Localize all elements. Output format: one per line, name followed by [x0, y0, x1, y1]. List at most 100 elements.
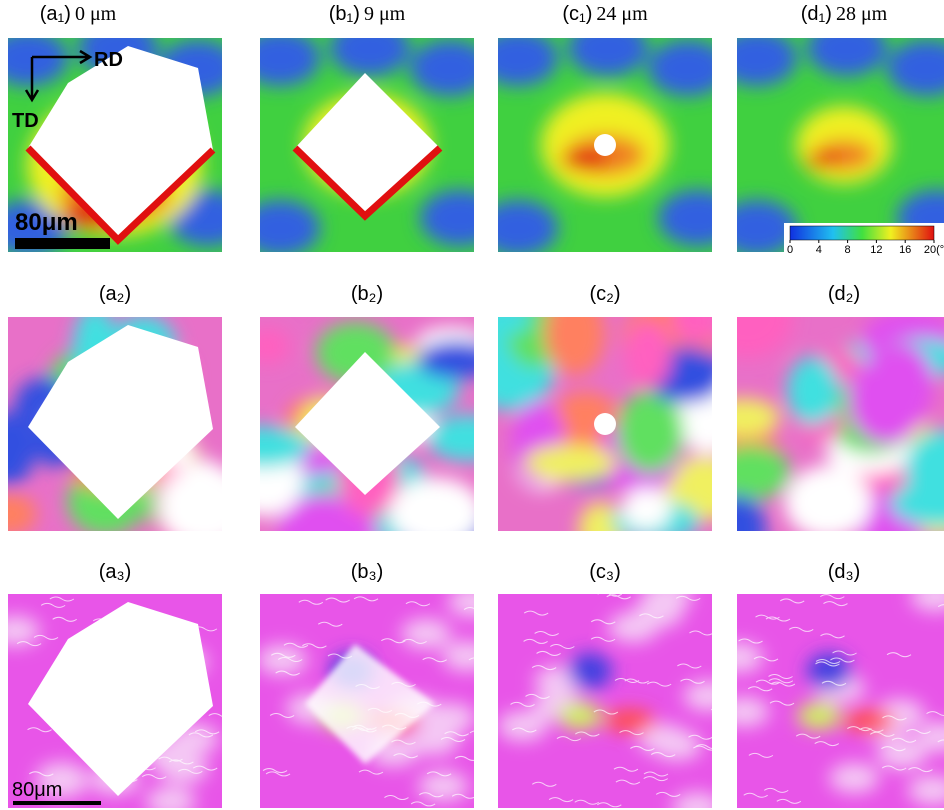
map-panel: [8, 317, 222, 531]
panel-letter: (d₁): [801, 3, 832, 25]
grain-line: [40, 602, 66, 608]
grain-lines: [738, 594, 944, 804]
texture: [498, 594, 712, 808]
grain-line: [275, 670, 300, 676]
blob: [8, 38, 68, 86]
grain-line: [512, 727, 537, 733]
panel-label: (a₁) 0 μm: [40, 3, 117, 25]
texture: [737, 38, 944, 252]
blob: [441, 641, 474, 672]
edge: [25, 145, 216, 245]
panel-letter: (a₃): [99, 561, 132, 583]
grain-line: [422, 657, 447, 663]
blob: [8, 492, 37, 531]
blob: [807, 653, 851, 689]
blob: [915, 721, 944, 752]
colorbar: [789, 225, 935, 241]
grain-line: [689, 630, 712, 636]
grain-line: [820, 633, 845, 639]
map-panel: [498, 594, 712, 808]
blob: [608, 612, 659, 643]
grain-line: [770, 681, 796, 687]
grain-line: [325, 597, 350, 603]
scale-label: 80μm: [12, 779, 62, 801]
panel-label: (b₂): [351, 283, 383, 305]
grain-line: [556, 736, 582, 742]
blob: [260, 200, 320, 252]
panel-letter: (c₁): [562, 3, 592, 25]
blob: [447, 594, 474, 618]
texture: [737, 317, 944, 531]
grain-line: [675, 595, 701, 601]
grain-line: [823, 601, 848, 607]
grain-line: [624, 678, 649, 684]
blob: [683, 681, 712, 712]
grain-line: [763, 787, 789, 793]
grain-line: [606, 594, 631, 600]
panel-label: (d₃): [828, 561, 861, 583]
grain-line: [548, 797, 574, 803]
blob: [737, 697, 770, 728]
grain-line: [820, 594, 845, 600]
blob: [786, 356, 839, 425]
grain-line: [643, 771, 669, 777]
grain-line: [574, 799, 599, 805]
blob: [561, 150, 609, 170]
grain-line: [881, 746, 906, 752]
map-panel: [260, 317, 474, 531]
grain-line: [881, 765, 907, 771]
panel-letter: (c₃): [589, 561, 620, 583]
map-panel: [737, 594, 944, 808]
panel-label: (a₃): [99, 561, 132, 583]
blob: [806, 152, 842, 168]
grain-line: [317, 621, 343, 627]
grain-line: [906, 728, 931, 734]
blob: [737, 398, 781, 437]
grain-line: [358, 769, 384, 775]
colorbar-tick-label: 20(°: [924, 244, 944, 256]
grain-line: [469, 730, 474, 734]
indent: [594, 413, 616, 435]
grain-line: [178, 768, 203, 774]
grain-line: [615, 779, 641, 785]
blob: [648, 40, 712, 96]
grain-line: [832, 650, 857, 656]
grain-line: [677, 663, 702, 669]
grain-line: [194, 729, 220, 735]
grain-line: [710, 708, 712, 711]
texture: [498, 317, 712, 531]
colorbar-tick-label: 16: [899, 244, 911, 256]
grain-line: [886, 652, 912, 658]
blob: [907, 775, 944, 806]
grain-line: [534, 630, 559, 636]
grain-line: [597, 594, 622, 597]
grain-line: [650, 752, 676, 758]
blob: [737, 642, 764, 673]
grain-line: [532, 781, 557, 787]
grain-line: [265, 771, 291, 777]
edge: [292, 145, 443, 221]
grain-line: [630, 745, 655, 751]
blob: [784, 465, 872, 531]
grain-line: [468, 657, 474, 661]
grain-line: [426, 771, 452, 777]
grain-line: [765, 616, 791, 622]
grain-line: [788, 626, 814, 632]
grain-line: [410, 801, 436, 807]
panel-label: (d₂): [828, 283, 860, 305]
grain-line: [49, 596, 75, 602]
blob: [624, 320, 672, 389]
map-panel: [498, 38, 712, 252]
grain-line: [270, 652, 296, 658]
grain-line: [440, 736, 466, 742]
map-panel: [737, 317, 944, 531]
blob: [524, 444, 617, 482]
grain-line: [882, 715, 907, 721]
blob: [829, 763, 880, 794]
depth: 9 μm: [364, 3, 406, 25]
grain-line: [937, 604, 944, 608]
depth: 28 μm: [836, 3, 888, 25]
blob: [260, 38, 320, 86]
panel-letter: (d₃): [828, 561, 861, 583]
